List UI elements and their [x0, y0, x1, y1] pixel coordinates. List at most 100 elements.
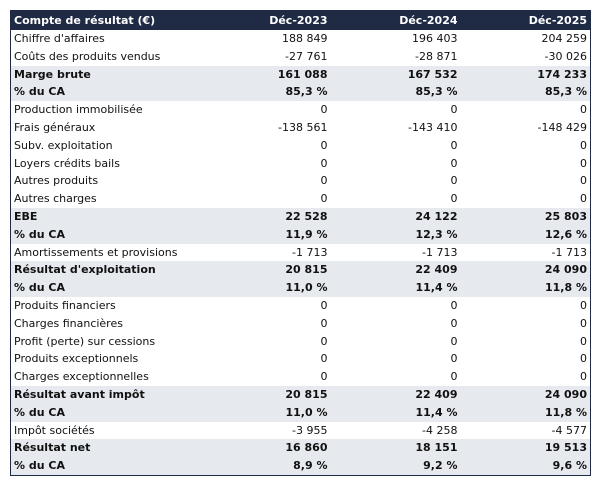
row-label: % du CA	[10, 403, 201, 422]
row: Charges exceptionnelles 0 0 0	[11, 368, 591, 386]
total-row: % du CA 85,3 % 85,3 % 85,3 %	[10, 83, 591, 102]
header-cell: Déc-2023	[200, 10, 331, 30]
row: Frais généraux -138 561 -143 410 -148 429	[11, 119, 591, 137]
value-cell: 19 513	[460, 439, 591, 458]
total-row: Marge brute 161 088 167 532 174 233	[10, 65, 591, 84]
value-cell: 0	[580, 316, 587, 330]
value-cell: 174 233	[460, 65, 591, 84]
row-label: % du CA	[10, 83, 201, 102]
value-cell: -3 955	[292, 423, 328, 437]
value-cell: -138 561	[278, 120, 328, 134]
value-cell: -143 410	[408, 120, 458, 134]
row-label: Autres charges	[14, 192, 97, 206]
row-label: % du CA	[10, 279, 201, 297]
header-row: Compte de résultat (€) Déc-2023 Déc-2024 Dé…	[10, 10, 591, 30]
value-cell: 0	[450, 352, 458, 366]
value-cell: 85,3 %	[200, 83, 331, 102]
row-label: Loyers crédits bails	[14, 156, 120, 170]
row-label: Amortissements et provisions	[14, 245, 178, 259]
value-cell: 85,3 %	[460, 83, 591, 102]
value-cell: 11,4 %	[330, 403, 461, 422]
row-label: Production immobilisée	[14, 103, 143, 117]
row-label: Profit (perte) sur cessions	[14, 334, 156, 348]
value-cell: 0	[450, 370, 458, 384]
value-cell: 85,3 %	[330, 83, 461, 102]
row-label: % du CA	[10, 225, 201, 244]
value-cell: 0	[450, 174, 458, 188]
value-cell: 204 259	[541, 32, 588, 45]
value-cell: 11,8 %	[460, 403, 591, 422]
row-label: Marge brute	[10, 65, 201, 84]
value-cell: 0	[320, 370, 328, 384]
value-cell: 0	[580, 334, 587, 348]
value-cell: 24 122	[330, 207, 461, 226]
value-cell: -30 026	[544, 49, 587, 63]
value-cell: 0	[580, 156, 587, 170]
value-cell: 0	[320, 334, 328, 348]
value-cell: 24 090	[460, 261, 591, 280]
value-cell: 0	[580, 103, 587, 117]
value-cell: 25 803	[460, 207, 591, 226]
value-cell: 167 532	[330, 65, 461, 84]
value-cell: 0	[450, 298, 458, 312]
value-cell: -4 577	[551, 423, 587, 437]
value-cell: 0	[580, 192, 587, 206]
header-cell: Déc-2024	[330, 10, 461, 30]
value-cell: 161 088	[200, 65, 331, 84]
row: Subv. exploitation 0 0 0	[11, 137, 591, 155]
total-row: Résultat avant impôt 20 815 22 409 24 090	[10, 385, 591, 404]
value-cell: 0	[320, 103, 328, 117]
row: Coûts des produits vendus -27 761 -28 871 -…	[11, 48, 591, 66]
value-cell: 0	[320, 298, 328, 312]
value-cell: 11,8 %	[460, 279, 591, 297]
value-cell: 0	[580, 174, 587, 188]
row: Impôt sociétés -3 955 -4 258 -4 577	[11, 422, 591, 440]
value-cell: 0	[450, 334, 458, 348]
value-cell: -27 761	[285, 49, 328, 63]
row-label: Résultat d'exploitation	[10, 261, 201, 280]
row: Chiffre d'affaires 188 849 196 403 204 259	[11, 30, 591, 48]
value-cell: 22 528	[200, 207, 331, 226]
total-row: % du CA 8,9 % 9,2 % 9,6 %	[10, 457, 591, 476]
value-cell: 11,4 %	[330, 279, 461, 297]
value-cell: 0	[580, 352, 587, 366]
value-cell: 20 815	[200, 385, 331, 404]
value-cell: -1 713	[551, 245, 587, 259]
total-row: % du CA 11,0 % 11,4 % 11,8 %	[10, 403, 591, 422]
row-label: Chiffre d'affaires	[14, 32, 105, 45]
value-cell: 24 090	[460, 385, 591, 404]
value-cell: -4 258	[422, 423, 458, 437]
row: Produits financiers 0 0 0	[11, 297, 591, 315]
value-cell: 0	[320, 192, 328, 206]
row-label: Résultat avant impôt	[10, 385, 201, 404]
value-cell: 0	[450, 192, 458, 206]
row-label: Coûts des produits vendus	[14, 49, 161, 63]
row: Production immobilisée 0 0 0	[11, 101, 591, 119]
total-row: % du CA 11,0 % 11,4 % 11,8 %	[10, 279, 591, 297]
row-label: % du CA	[10, 457, 201, 476]
value-cell: -28 871	[415, 49, 458, 63]
value-cell: 9,6 %	[460, 457, 591, 476]
header-cell: Déc-2025	[460, 10, 591, 30]
row: Autres produits 0 0 0	[11, 172, 591, 190]
value-cell: 12,3 %	[330, 225, 461, 244]
value-cell: 196 403	[412, 32, 458, 45]
value-cell: 20 815	[200, 261, 331, 280]
row-label: Charges financières	[14, 316, 123, 330]
row: Profit (perte) sur cessions 0 0 0	[11, 333, 591, 351]
value-cell: 0	[580, 138, 587, 152]
row-label: Impôt sociétés	[14, 423, 95, 437]
total-row: Résultat net 16 860 18 151 19 513	[10, 439, 591, 458]
value-cell: 0	[320, 156, 328, 170]
value-cell: 11,0 %	[200, 279, 331, 297]
value-cell: 0	[580, 298, 587, 312]
value-cell: 22 409	[330, 385, 461, 404]
row-label: Produits financiers	[14, 298, 116, 312]
value-cell: 0	[450, 316, 458, 330]
value-cell: -1 713	[292, 245, 328, 259]
value-cell: 0	[450, 103, 458, 117]
total-row: Résultat d'exploitation 20 815 22 409 24 09…	[10, 261, 591, 280]
header-cell: Compte de résultat (€)	[10, 10, 201, 30]
value-cell: -1 713	[422, 245, 458, 259]
